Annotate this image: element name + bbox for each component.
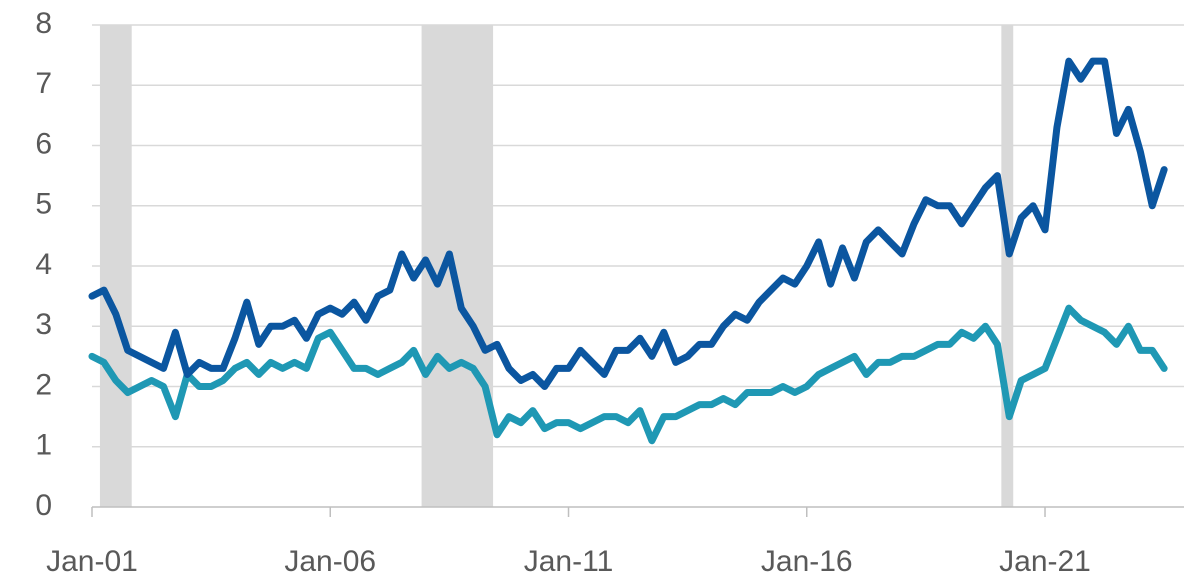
y-tick-label: 5 xyxy=(35,188,52,221)
y-tick-label: 6 xyxy=(35,127,52,160)
series-line xyxy=(88,57,1168,390)
y-tick-label: 8 xyxy=(35,7,52,40)
x-tick-label: Jan-21 xyxy=(999,545,1091,578)
series-line xyxy=(88,304,1168,445)
x-tick-label: Jan-06 xyxy=(284,545,376,578)
y-tick-label: 1 xyxy=(35,429,52,462)
x-tick-label: Jan-11 xyxy=(524,545,614,578)
y-tick-label: 2 xyxy=(35,368,52,401)
y-tick-label: 3 xyxy=(35,308,52,341)
y-tick-label: 0 xyxy=(35,489,52,522)
y-tick-label: 7 xyxy=(35,67,52,100)
y-tick-label: 4 xyxy=(35,248,52,281)
x-tick-label: Jan-16 xyxy=(761,545,853,578)
x-tick-label: Jan-01 xyxy=(46,545,138,578)
